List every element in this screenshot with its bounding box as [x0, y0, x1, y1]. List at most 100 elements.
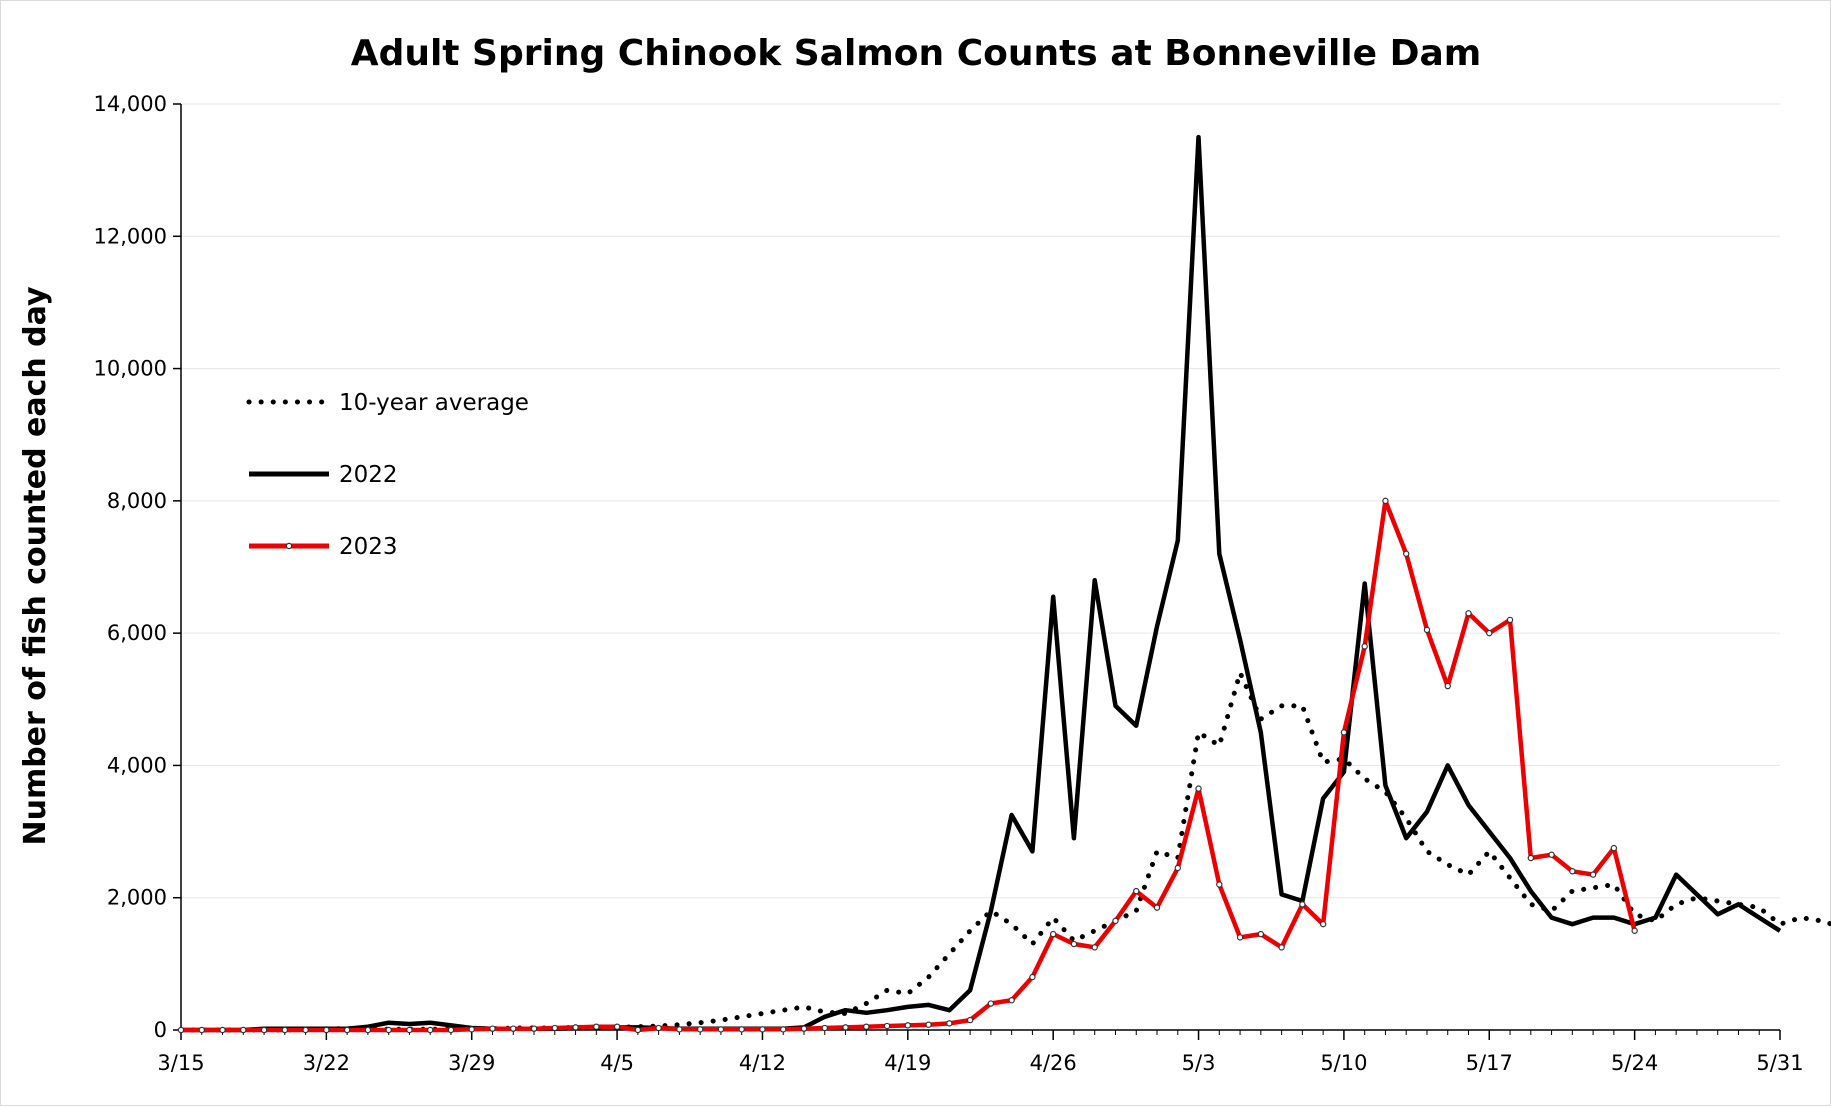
- data-point: [1008, 997, 1015, 1004]
- data-point: [510, 1025, 517, 1032]
- legend: 10-year average 2022 2023: [246, 390, 529, 560]
- data-point: [1444, 682, 1451, 690]
- data-point: [634, 1026, 642, 1034]
- x-tick-label: 5/10: [1320, 1051, 1367, 1075]
- data-point: [1049, 930, 1057, 938]
- x-tick-label: 5/24: [1611, 1051, 1658, 1075]
- data-point: [759, 1026, 766, 1033]
- data-point: [198, 1026, 205, 1034]
- data-point: [1029, 973, 1036, 981]
- legend-label: 10-year average: [339, 390, 529, 416]
- data-point: [1236, 934, 1244, 941]
- axes: [180, 104, 1780, 1031]
- data-point: [489, 1025, 496, 1032]
- x-tick-label: 4/19: [884, 1051, 931, 1075]
- data-point: [946, 1020, 953, 1027]
- data-point: [1589, 871, 1597, 878]
- x-tick-label: 4/12: [739, 1051, 786, 1075]
- data-point: [780, 1026, 787, 1033]
- data-point: [530, 1025, 538, 1032]
- data-point: [1174, 864, 1181, 872]
- x-tick-label: 3/29: [448, 1051, 495, 1075]
- data-point: [1423, 626, 1431, 634]
- data-point: [1257, 930, 1265, 938]
- data-point: [676, 1026, 683, 1033]
- data-point: [385, 1026, 392, 1034]
- y-tick-label: 4,000: [107, 753, 167, 777]
- data-point: [987, 1000, 995, 1007]
- gridlines: [181, 103, 1780, 899]
- x-tick-label: 5/31: [1756, 1051, 1803, 1075]
- x-tick-label: 3/22: [303, 1051, 350, 1075]
- data-point: [406, 1026, 413, 1034]
- data-point: [426, 1026, 434, 1034]
- data-point: [1070, 940, 1078, 948]
- data-point: [1195, 785, 1202, 792]
- data-point: [260, 1026, 268, 1034]
- data-point: [717, 1026, 725, 1033]
- series-10-year-average: [178, 670, 1831, 1033]
- data-point: [1486, 629, 1493, 637]
- y-tick-label: 2,000: [107, 886, 167, 910]
- data-point: [966, 1016, 974, 1024]
- data-point: [842, 1024, 849, 1031]
- data-point: [1527, 854, 1535, 862]
- data-point: [1112, 917, 1119, 925]
- data-point: [219, 1026, 226, 1034]
- y-tick-label: 6,000: [107, 621, 167, 645]
- data-point: [613, 1023, 621, 1030]
- data-point: [1216, 881, 1223, 888]
- y-tick-label: 12,000: [94, 224, 167, 248]
- data-point: [572, 1024, 579, 1031]
- data-point: [343, 1026, 351, 1034]
- chart-title: Adult Spring Chinook Salmon Counts at Bo…: [351, 33, 1482, 74]
- data-point: [593, 1023, 600, 1030]
- x-tick-label: 5/3: [1182, 1051, 1216, 1075]
- y-tick-label: 14,000: [94, 92, 167, 116]
- series-line: [178, 670, 1831, 1033]
- data-point: [447, 1026, 455, 1034]
- series-group: [177, 134, 1831, 1034]
- data-point: [1340, 729, 1348, 736]
- data-point: [800, 1025, 808, 1032]
- x-ticks: 3/15 3/22 3/29 4/5 4/12 4/19 4/26 5/3 5/10 5/17 5/…: [157, 1030, 1804, 1075]
- y-tick-label: 8,000: [107, 489, 167, 513]
- legend-marker: [285, 542, 293, 550]
- data-point: [1506, 616, 1514, 624]
- data-point: [323, 1026, 330, 1034]
- data-point: [1465, 610, 1472, 617]
- x-tick-label: 4/26: [1030, 1051, 1077, 1075]
- data-point: [1319, 920, 1327, 928]
- data-point: [302, 1026, 309, 1034]
- data-point: [655, 1024, 662, 1032]
- data-point: [925, 1021, 932, 1028]
- data-point: [863, 1023, 870, 1030]
- series-2022: [181, 134, 1782, 1033]
- x-tick-label: 3/15: [157, 1051, 204, 1075]
- legend-item-2022: 2022: [249, 462, 398, 488]
- series-2023: [177, 497, 1638, 1034]
- data-point: [1610, 844, 1618, 852]
- data-point: [1631, 927, 1638, 934]
- data-point: [364, 1026, 372, 1034]
- data-point: [1548, 851, 1555, 858]
- legend-item-2023: 2023: [249, 534, 398, 560]
- y-tick-label: 0: [154, 1018, 167, 1042]
- data-point: [1382, 497, 1389, 505]
- data-point: [177, 1026, 185, 1034]
- data-point: [696, 1026, 704, 1033]
- data-point: [821, 1024, 828, 1032]
- data-point: [1133, 887, 1140, 895]
- data-point: [883, 1022, 891, 1030]
- data-point: [551, 1024, 558, 1032]
- series-line: [181, 134, 1782, 1033]
- data-point: [1299, 901, 1306, 908]
- legend-item-10-year-average: 10-year average: [246, 390, 529, 416]
- y-axis-label: Number of fish counted each day: [18, 286, 53, 845]
- data-point: [1153, 904, 1161, 911]
- data-point: [1569, 868, 1576, 875]
- x-tick-label: 4/5: [600, 1051, 634, 1075]
- data-point: [468, 1026, 475, 1033]
